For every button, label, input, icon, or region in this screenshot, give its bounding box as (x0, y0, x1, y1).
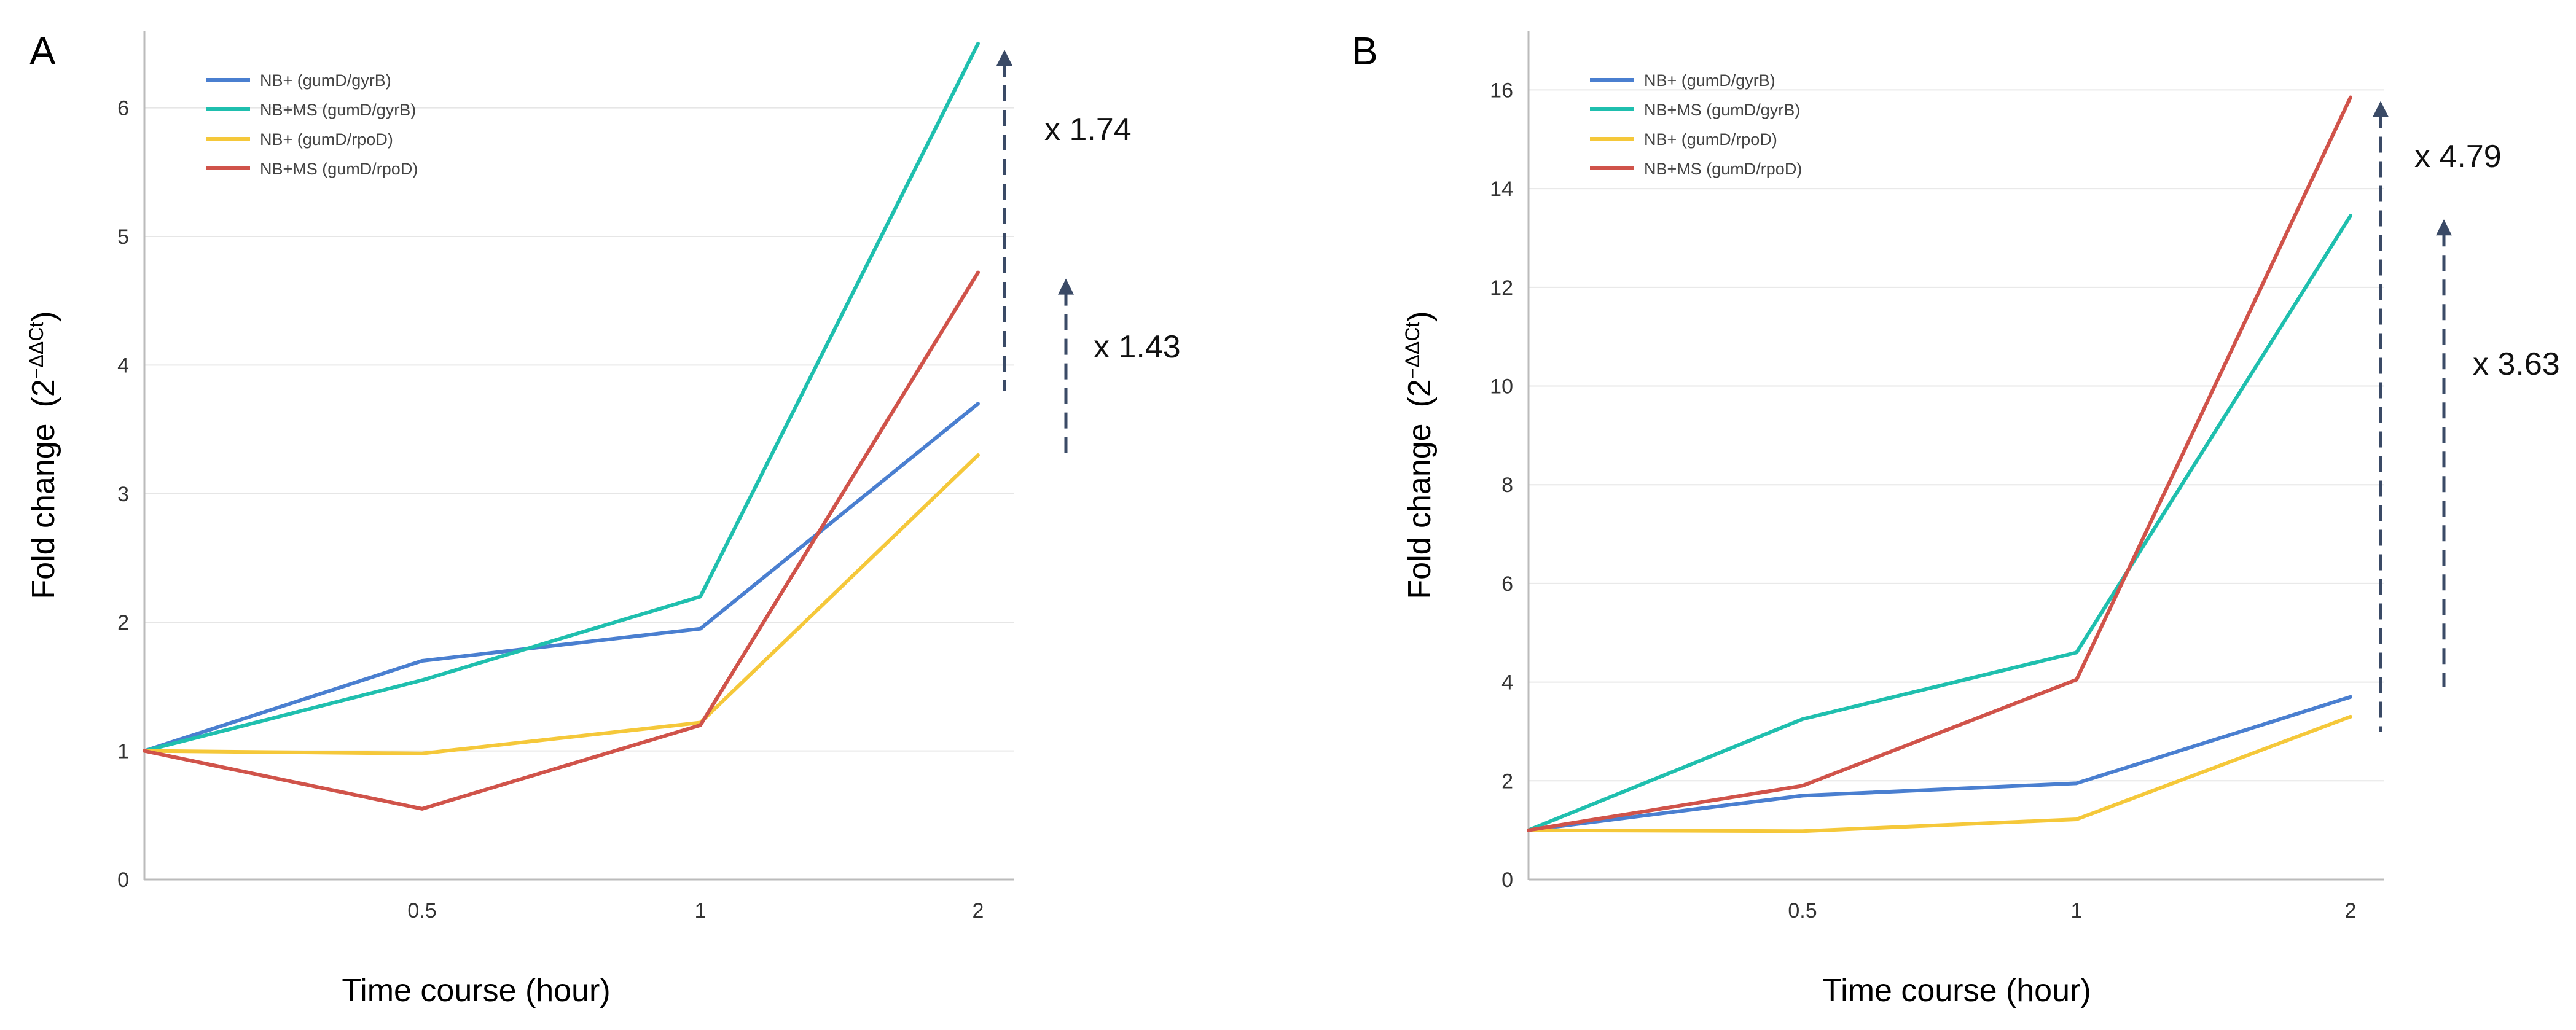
legend-label: NB+ (gumD/gyrB) (260, 71, 391, 90)
y-axis-formula-base: (2 (1402, 379, 1438, 407)
y-axis-formula-close: ) (1402, 311, 1438, 321)
y-tick-label: 0 (1501, 868, 1513, 892)
series-line-2 (143, 41, 980, 753)
x-tick-label: 2 (2345, 899, 2357, 923)
x-tick-label: 2 (973, 899, 984, 923)
y-tick-label: 6 (1501, 572, 1513, 596)
x-axis-title: Time course (hour) (342, 973, 610, 1009)
series-line-2 (1527, 214, 2352, 832)
legend-label: NB+MS (gumD/rpoD) (260, 160, 418, 178)
fold-change-label: x 3.63 (2473, 346, 2560, 382)
series-line-1 (143, 402, 980, 753)
y-axis-formula-exponent: −ΔΔCt (1401, 322, 1423, 380)
y-axis-formula-close: ) (26, 311, 61, 321)
x-tick-label: 0.5 (1788, 899, 1817, 923)
y-tick-label: 10 (1490, 375, 1513, 399)
arrow-head (2436, 219, 2452, 236)
legend-label: NB+ (gumD/rpoD) (1644, 130, 1777, 149)
y-axis-formula-exponent: −ΔΔCt (25, 322, 47, 380)
series-line-4 (143, 270, 980, 811)
x-tick-label: 0.5 (407, 899, 436, 923)
y-axis-title: Fold change (2−ΔΔCt) (1401, 311, 1438, 599)
arrow-head (996, 49, 1012, 66)
x-axis-title: Time course (hour) (1822, 973, 2091, 1009)
legend-label: NB+MS (gumD/gyrB) (260, 101, 416, 119)
x-tick-label: 1 (695, 899, 707, 923)
series-line-1 (1527, 695, 2352, 832)
y-tick-label: 8 (1501, 474, 1513, 497)
fold-change-label: x 4.79 (2414, 139, 2502, 174)
legend-label: NB+MS (gumD/rpoD) (1644, 160, 1802, 178)
legend-label: NB+ (gumD/rpoD) (260, 130, 393, 149)
y-axis-title-text: Fold change (26, 423, 61, 599)
panel-a: A 0 1 2 3 4 5 6 0.5 1 2 NB+ (gumD/gyrB) NB+MS (gumD/… (25, 29, 1181, 1009)
series-line-3 (1527, 714, 2352, 833)
x-tick-label: 1 (2071, 899, 2083, 923)
y-tick-label: 16 (1490, 79, 1513, 102)
y-tick-label: 4 (1501, 671, 1513, 695)
panel-letter: B (1352, 29, 1378, 73)
y-tick-label: 14 (1490, 178, 1513, 201)
y-tick-label: 3 (117, 483, 129, 506)
y-axis-title-text: Fold change (1402, 423, 1438, 599)
y-axis-title: Fold change (2−ΔΔCt) (25, 311, 61, 599)
series-line-4 (1527, 95, 2352, 832)
legend-label: NB+ (gumD/gyrB) (1644, 71, 1775, 90)
y-tick-label: 1 (117, 740, 129, 763)
arrow-head (2373, 101, 2389, 117)
y-tick-label: 2 (1501, 770, 1513, 793)
fold-change-label: x 1.74 (1044, 112, 1132, 147)
panel-letter: A (29, 29, 56, 73)
legend-label: NB+MS (gumD/gyrB) (1644, 101, 1800, 119)
series-line-3 (143, 453, 980, 755)
y-tick-label: 5 (117, 225, 129, 249)
y-tick-label: 6 (117, 97, 129, 120)
arrow-head (1058, 278, 1074, 295)
y-axis-formula-base: (2 (26, 379, 61, 407)
fold-change-label: x 1.43 (1094, 329, 1181, 365)
y-tick-label: 12 (1490, 276, 1513, 300)
y-tick-label: 2 (117, 611, 129, 634)
y-tick-label: 4 (117, 354, 129, 377)
y-tick-label: 0 (117, 868, 129, 892)
